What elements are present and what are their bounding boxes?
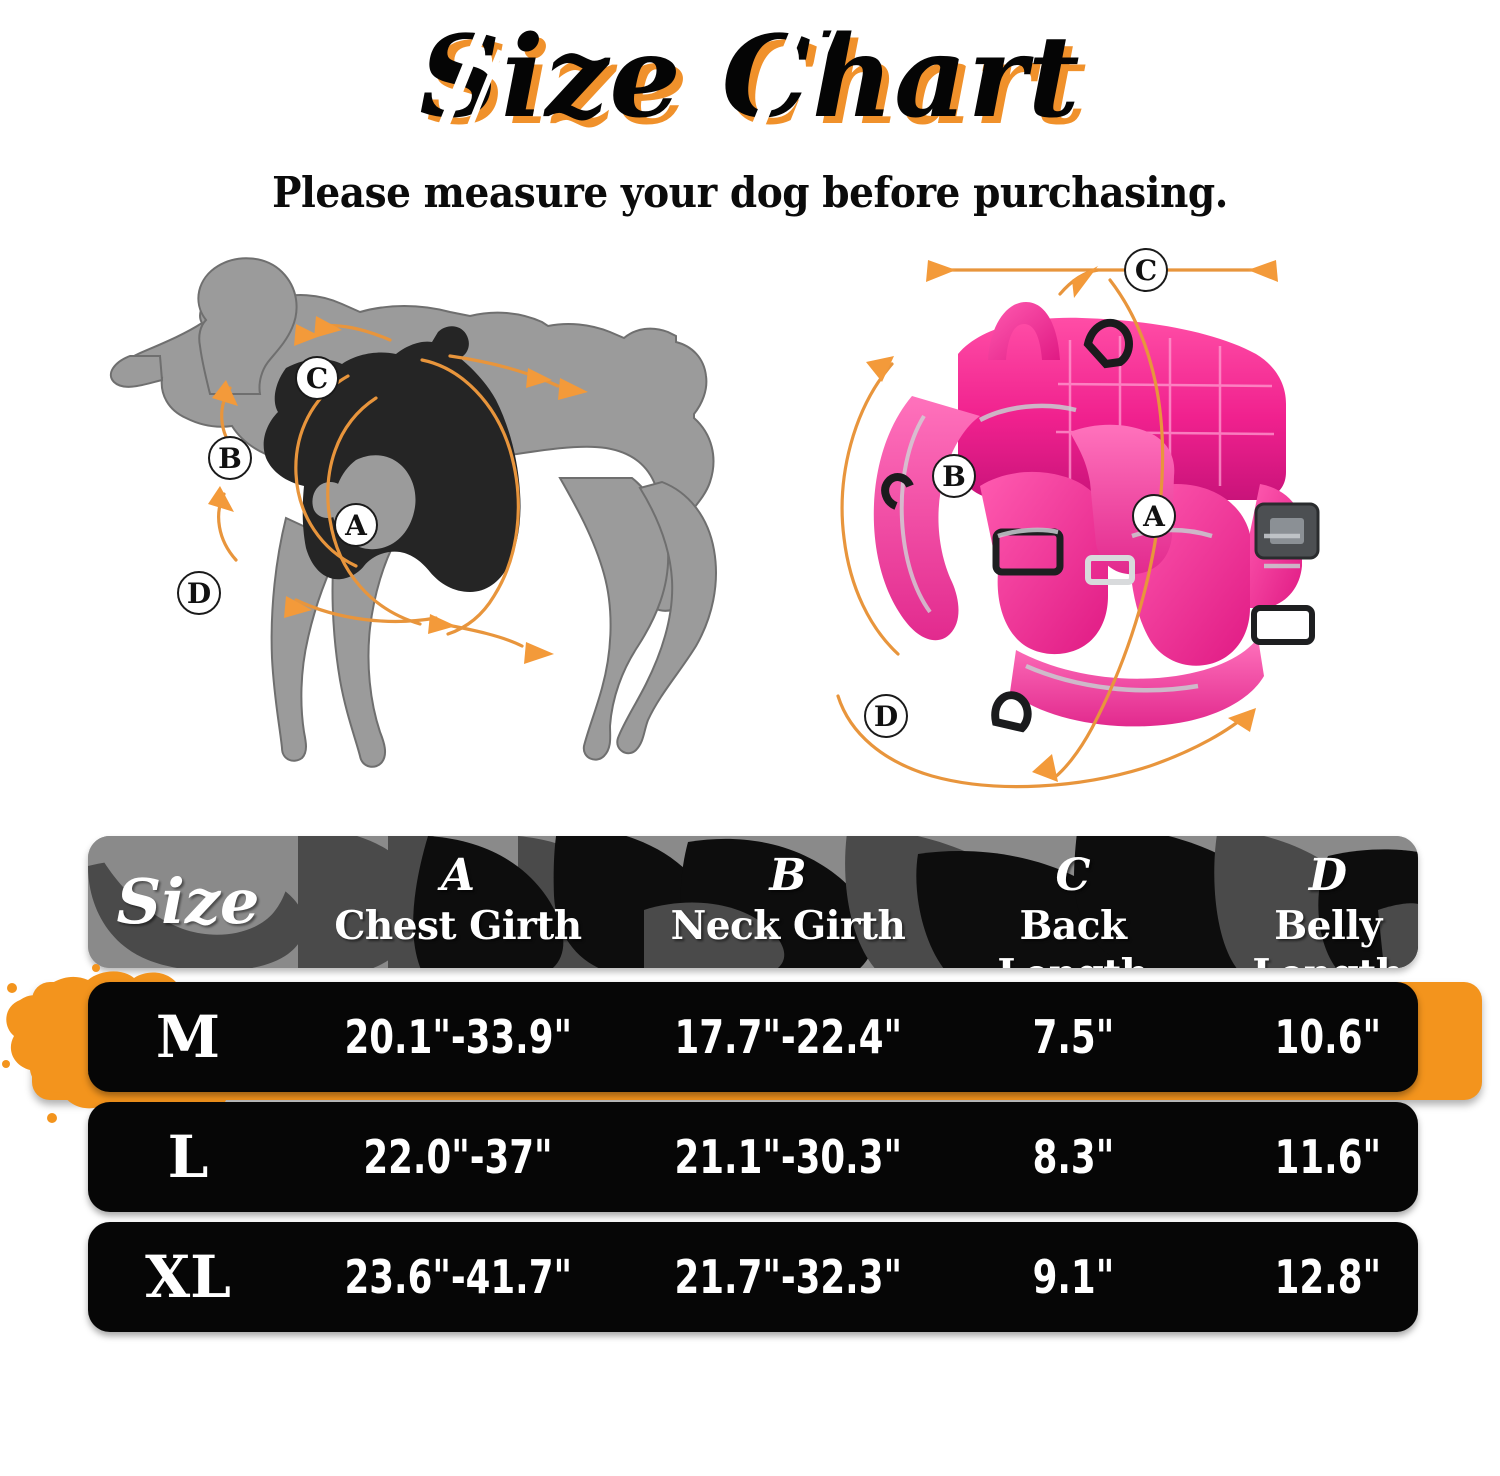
harness-illustration-svg xyxy=(836,260,1320,789)
value-neck-girth: 21.7"-32.3" xyxy=(674,1250,902,1304)
value-chest-girth: 20.1"-33.9" xyxy=(344,1010,572,1064)
cell-size: M xyxy=(88,982,288,1108)
dog-label-a: A xyxy=(334,503,378,547)
camo-pattern-background-icon xyxy=(88,836,1418,968)
cell-chest-girth: 20.1"-33.9" xyxy=(288,982,628,1104)
cell-back-length: 9.1" xyxy=(948,1222,1198,1344)
cell-neck-girth: 21.7"-32.3" xyxy=(628,1222,948,1344)
harness-product-diagram: C B A D xyxy=(820,236,1380,796)
size-label-l: L xyxy=(167,1123,209,1191)
row-cells-m: M 20.1"-33.9" 17.7"-22.4" 7.5" 10.6" xyxy=(88,982,1418,1092)
value-back-length: 8.3" xyxy=(1032,1130,1114,1184)
cell-size: L xyxy=(88,1102,288,1228)
harness-label-c: C xyxy=(1124,248,1168,292)
harness-belly-pad xyxy=(1010,638,1264,727)
size-label-xl: XL xyxy=(145,1243,231,1311)
dog-measurement-diagram: C B A D xyxy=(90,228,750,808)
header-cells: Size A Chest Girth B Neck Girth C Back L… xyxy=(88,836,1418,968)
value-chest-girth: 23.6"-41.7" xyxy=(344,1250,572,1304)
cell-size: XL xyxy=(88,1222,288,1348)
value-neck-girth: 17.7"-22.4" xyxy=(674,1010,902,1064)
size-chart-table: Size A Chest Girth B Neck Girth C Back L… xyxy=(0,836,1500,1476)
dog-silhouette-svg xyxy=(109,257,717,768)
header-letter-c: C xyxy=(1055,850,1091,901)
row-cells-l: L 22.0"-37" 21.1"-30.3" 8.3" 11.6" xyxy=(88,1102,1418,1212)
harness-label-b: B xyxy=(932,454,976,498)
value-belly-length: 10.6" xyxy=(1274,1010,1382,1064)
header-name-neck-girth: Neck Girth xyxy=(670,903,906,949)
measurement-illustrations: C B A D xyxy=(0,228,1500,828)
harness-dring-top xyxy=(1083,318,1133,369)
value-neck-girth: 21.1"-30.3" xyxy=(674,1130,902,1184)
harness-left-pad xyxy=(873,396,980,641)
dog-label-c: C xyxy=(295,356,339,400)
header-letter-d: D xyxy=(1308,850,1348,901)
title-stack: Size Chart Size Chart xyxy=(419,5,1087,165)
header-letter-b: B xyxy=(769,850,807,901)
page-title: Size Chart xyxy=(419,12,1081,143)
dog-label-b: B xyxy=(208,436,252,480)
harness-back-panel xyxy=(958,317,1286,500)
value-back-length: 7.5" xyxy=(1032,1010,1114,1064)
harness-front-strap-left xyxy=(980,471,1108,655)
row-cells-xl: XL 23.6"-41.7" 21.7"-32.3" 9.1" 12.8" xyxy=(88,1222,1418,1332)
cell-back-length: 7.5" xyxy=(948,982,1198,1104)
cell-belly-length: 10.6" xyxy=(1198,982,1458,1104)
header-name-belly-length: Belly Length xyxy=(1252,903,1404,968)
table-row[interactable]: M 20.1"-33.9" 17.7"-22.4" 7.5" 10.6" xyxy=(88,982,1418,1092)
harness-slider-center xyxy=(1085,555,1135,585)
cell-chest-girth: 23.6"-41.7" xyxy=(288,1222,628,1344)
cell-neck-girth: 17.7"-22.4" xyxy=(628,982,948,1104)
harness-slider-right xyxy=(1251,605,1315,645)
value-chest-girth: 22.0"-37" xyxy=(363,1130,553,1184)
harness-handle xyxy=(988,302,1060,360)
table-header-row: Size A Chest Girth B Neck Girth C Back L… xyxy=(88,836,1418,968)
page-subtitle: Please measure your dog before purchasin… xyxy=(272,168,1228,217)
header-size-label: Size xyxy=(116,865,260,938)
size-label-m: M xyxy=(155,1003,221,1071)
cell-chest-girth: 22.0"-37" xyxy=(288,1102,628,1224)
harness-label-a: A xyxy=(1132,494,1176,538)
dog-label-d: D xyxy=(177,571,221,615)
header-name-back-length: Back Length xyxy=(997,903,1149,968)
cell-neck-girth: 21.1"-30.3" xyxy=(628,1102,948,1224)
value-back-length: 9.1" xyxy=(1032,1250,1114,1304)
page-header: Size Chart Size Chart xyxy=(0,5,1500,165)
cell-belly-length: 12.8" xyxy=(1198,1222,1458,1344)
header-letter-a: A xyxy=(440,850,476,901)
harness-dring-bottom xyxy=(991,691,1032,733)
harness-clip-left xyxy=(881,473,914,510)
header-name-chest-girth: Chest Girth xyxy=(334,903,582,949)
value-belly-length: 12.8" xyxy=(1274,1250,1382,1304)
header-cell-size: Size xyxy=(88,836,288,968)
harness-label-d: D xyxy=(864,694,908,738)
value-belly-length: 11.6" xyxy=(1274,1130,1382,1184)
table-row[interactable]: XL 23.6"-41.7" 21.7"-32.3" 9.1" 12.8" xyxy=(88,1222,1418,1332)
table-row[interactable]: L 22.0"-37" 21.1"-30.3" 8.3" 11.6" xyxy=(88,1102,1418,1212)
cell-back-length: 8.3" xyxy=(948,1102,1198,1224)
cell-belly-length: 11.6" xyxy=(1198,1102,1458,1224)
